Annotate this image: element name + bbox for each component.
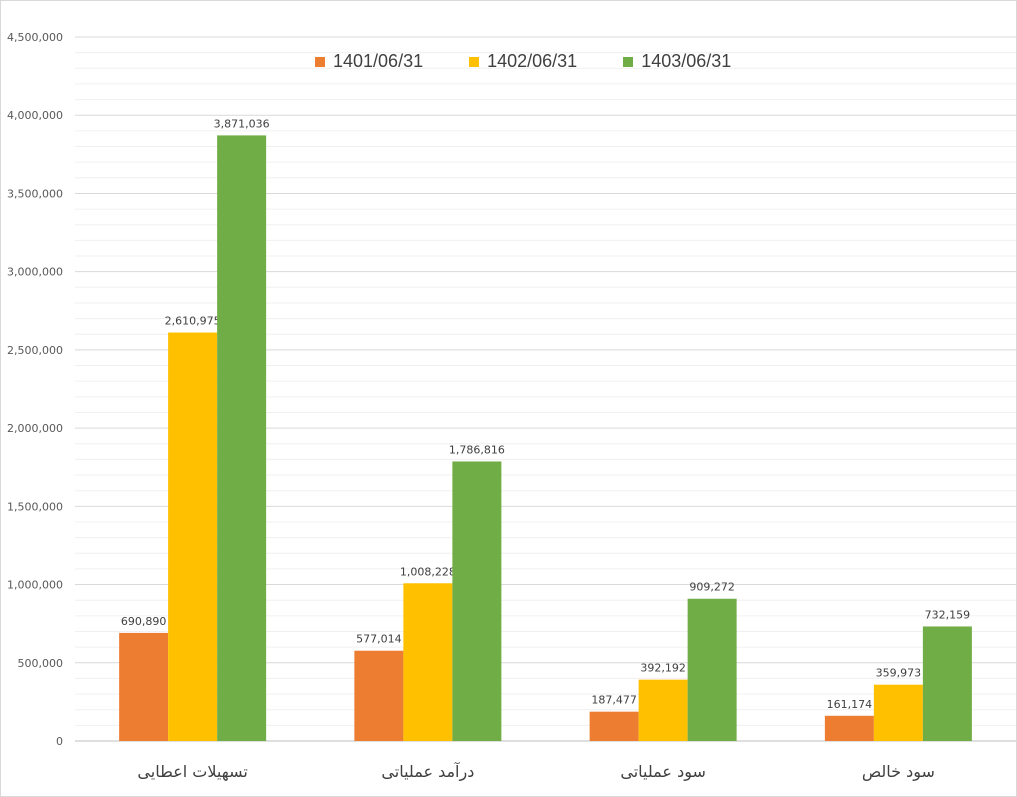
bar [217, 135, 267, 741]
y-tick-label: 3,000,000 [7, 266, 63, 279]
bar [589, 711, 639, 741]
data-label: 392,192 [640, 662, 686, 675]
data-label: 1,786,816 [449, 443, 505, 456]
bar [452, 461, 502, 741]
legend-label-series-1: 1401/06/31 [333, 51, 424, 71]
y-tick-label: 2,000,000 [7, 422, 63, 435]
data-label: 690,890 [121, 615, 167, 628]
legend-label-series-2: 1402/06/31 [487, 51, 578, 71]
y-tick-label: 4,500,000 [7, 31, 63, 44]
category-label: سود خالص [862, 762, 935, 782]
data-label: 1,008,228 [400, 565, 456, 578]
legend: 1401/06/31 1402/06/31 1403/06/31 [315, 51, 731, 72]
data-label: 161,174 [827, 698, 873, 711]
legend-swatch-series-1 [315, 56, 325, 67]
category-label: تسهیلات اعطایی [137, 762, 247, 782]
bar [922, 626, 972, 741]
category-label: درآمد عملیاتی [381, 762, 474, 782]
data-label: 359,973 [876, 667, 922, 680]
bar [873, 684, 923, 741]
bar [403, 583, 453, 741]
y-tick-label: 4,000,000 [7, 109, 63, 122]
legend-item-series-1: 1401/06/31 [315, 51, 423, 72]
bar [354, 650, 404, 741]
y-tick-label: 1,000,000 [7, 579, 63, 592]
y-tick-label: 3,500,000 [7, 187, 63, 200]
data-label: 577,014 [356, 633, 402, 646]
legend-swatch-series-2 [469, 56, 480, 67]
y-tick-label: 0 [56, 735, 63, 748]
data-label: 3,871,036 [214, 117, 270, 130]
data-label: 187,477 [591, 694, 637, 707]
data-label: 2,610,975 [165, 315, 221, 328]
legend-item-series-2: 1402/06/31 [469, 51, 577, 72]
data-label: 909,272 [689, 581, 735, 594]
category-label: سود عملیاتی [620, 762, 705, 782]
bar [687, 598, 737, 741]
data-label: 732,159 [925, 608, 971, 621]
bar [168, 332, 218, 741]
bar [638, 679, 688, 741]
bar [119, 632, 169, 741]
legend-label-series-3: 1403/06/31 [641, 51, 732, 71]
legend-item-series-3: 1403/06/31 [623, 51, 731, 72]
legend-swatch-series-3 [623, 56, 634, 67]
y-tick-label: 500,000 [18, 657, 64, 670]
bar [824, 715, 874, 741]
y-tick-label: 2,500,000 [7, 344, 63, 357]
y-tick-label: 1,500,000 [7, 500, 63, 513]
